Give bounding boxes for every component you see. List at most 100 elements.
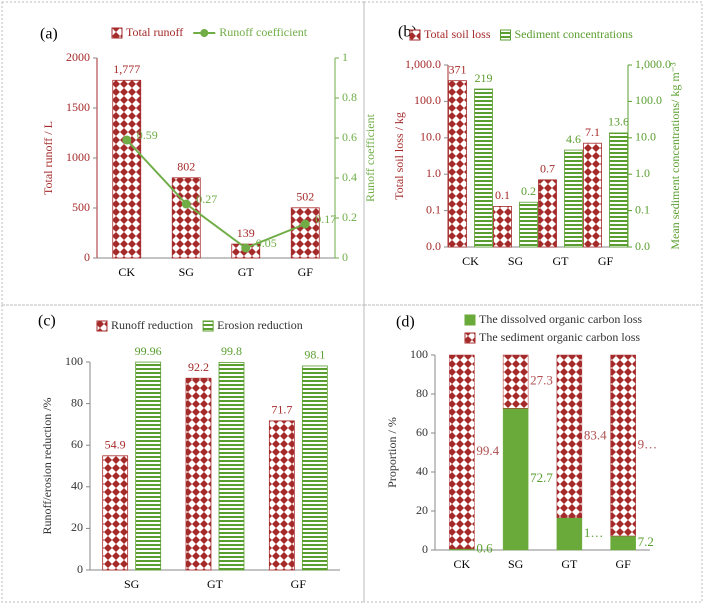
y2-tick-label: 1.0 bbox=[635, 166, 650, 180]
data-label: 92.2 bbox=[188, 360, 209, 374]
bar bbox=[538, 179, 557, 248]
x-tick-label: GF bbox=[598, 254, 614, 268]
y2-tick-label: 1 bbox=[342, 50, 348, 64]
y-tick-label: 40 bbox=[71, 479, 83, 493]
data-label: 1,777 bbox=[113, 62, 140, 76]
y-tick-label: 0 bbox=[77, 562, 83, 576]
y2-axis-label: Runoff coefficient bbox=[363, 113, 377, 202]
y2-tick-label: 0.4 bbox=[342, 170, 357, 184]
x-tick-label: CK bbox=[118, 265, 135, 279]
bar bbox=[135, 361, 162, 571]
data-label: 83.4 bbox=[584, 427, 607, 442]
bar bbox=[185, 377, 212, 571]
legend-swatch bbox=[111, 27, 123, 39]
data-label: 0.2 bbox=[521, 184, 536, 198]
x-tick-label: GT bbox=[238, 265, 255, 279]
data-label: 1… bbox=[584, 525, 604, 540]
y2-tick-label: 10.0 bbox=[635, 130, 656, 144]
y-tick-label: 0.0 bbox=[426, 239, 441, 253]
y2-tick-label: 0.1 bbox=[635, 202, 650, 216]
panel-border bbox=[1, 304, 365, 603]
bar bbox=[448, 80, 467, 248]
bar bbox=[583, 142, 602, 248]
y-axis-label: Total runoff / L bbox=[41, 121, 55, 195]
data-label: 0.1 bbox=[495, 188, 510, 202]
y-tick-label: 0 bbox=[84, 250, 90, 264]
data-label: 139 bbox=[237, 226, 255, 240]
data-label: 9… bbox=[638, 436, 658, 451]
y-tick-label: 20 bbox=[416, 503, 428, 517]
data-label: 0.59 bbox=[137, 128, 158, 142]
data-label: 72.7 bbox=[530, 470, 553, 485]
line bbox=[126, 139, 306, 250]
legend-label: The sediment organic carbon loss bbox=[479, 330, 640, 344]
bar-segment bbox=[449, 354, 475, 550]
y-tick-label: 80 bbox=[71, 395, 83, 409]
bar-segment bbox=[556, 517, 583, 551]
data-label: 54.9 bbox=[105, 438, 126, 452]
y2-tick-label: 0.2 bbox=[342, 210, 357, 224]
y-tick-label: 1500 bbox=[66, 100, 90, 114]
bar bbox=[564, 149, 583, 248]
y-tick-label: 20 bbox=[71, 520, 83, 534]
x-tick-label: SG bbox=[124, 577, 140, 591]
data-label: 0.7 bbox=[540, 162, 555, 176]
y-tick-label: 1.0 bbox=[426, 166, 441, 180]
x-tick-label: GF bbox=[615, 557, 631, 571]
y-tick-label: 0.1 bbox=[426, 202, 441, 216]
bar bbox=[112, 79, 142, 259]
panel-label: (c) bbox=[38, 313, 56, 330]
x-tick-label: GT bbox=[553, 254, 570, 268]
panel-border bbox=[1, 1, 365, 306]
legend-swatch bbox=[500, 29, 511, 41]
x-tick-label: SG bbox=[508, 557, 524, 571]
bar bbox=[218, 362, 245, 571]
data-label: 4.6 bbox=[566, 132, 581, 146]
legend-label: Sediment concentrations bbox=[515, 27, 634, 41]
legend-label: Runoff coefficient bbox=[219, 25, 308, 39]
legend-swatch bbox=[464, 314, 476, 326]
y2-tick-label: 1,000.0 bbox=[635, 57, 671, 71]
legend-label: Runoff reduction bbox=[111, 318, 193, 332]
data-label: 802 bbox=[177, 160, 195, 174]
legend-label: The dissolved organic carbon loss bbox=[479, 312, 642, 326]
data-label: 99.96 bbox=[135, 344, 162, 358]
data-label: 0.17 bbox=[315, 212, 336, 226]
legend-label: Erosion reduction bbox=[217, 318, 303, 332]
panel-border bbox=[363, 304, 703, 603]
y2-tick-label: 0.6 bbox=[342, 130, 357, 144]
y2-axis-label: Mean sediment concentrations/ kg m⁻³ bbox=[668, 62, 682, 250]
y-tick-label: 100.0 bbox=[414, 93, 441, 107]
data-label: 7.1 bbox=[585, 125, 600, 139]
y-tick-label: 1,000.0 bbox=[405, 57, 441, 71]
bar bbox=[290, 207, 320, 259]
data-label: 13.6 bbox=[608, 115, 629, 129]
x-tick-label: GF bbox=[291, 577, 307, 591]
bar-segment bbox=[502, 407, 529, 551]
line-marker bbox=[241, 243, 251, 253]
x-tick-label: GF bbox=[298, 265, 314, 279]
x-tick-label: GT bbox=[207, 577, 224, 591]
line-marker bbox=[122, 135, 132, 145]
data-label: 99.4 bbox=[476, 443, 499, 458]
data-label: 371 bbox=[449, 62, 467, 76]
bar bbox=[268, 420, 295, 571]
y-tick-label: 500 bbox=[72, 200, 90, 214]
legend-swatch bbox=[96, 320, 108, 332]
data-label: 219 bbox=[475, 71, 493, 85]
x-tick-label: SG bbox=[508, 254, 524, 268]
y-tick-label: 60 bbox=[71, 437, 83, 451]
legend-swatch bbox=[409, 29, 421, 41]
y-tick-label: 100 bbox=[65, 354, 83, 368]
data-label: 98.1 bbox=[304, 348, 325, 362]
panel-border bbox=[363, 1, 703, 306]
legend-swatch bbox=[202, 320, 214, 332]
data-label: 502 bbox=[296, 190, 314, 204]
y-tick-label: 2000 bbox=[66, 50, 90, 64]
bar-segment bbox=[556, 354, 583, 518]
bar bbox=[171, 177, 201, 259]
data-label: 71.7 bbox=[271, 403, 292, 417]
bar-segment bbox=[502, 354, 529, 409]
data-label: 7.2 bbox=[638, 534, 654, 549]
